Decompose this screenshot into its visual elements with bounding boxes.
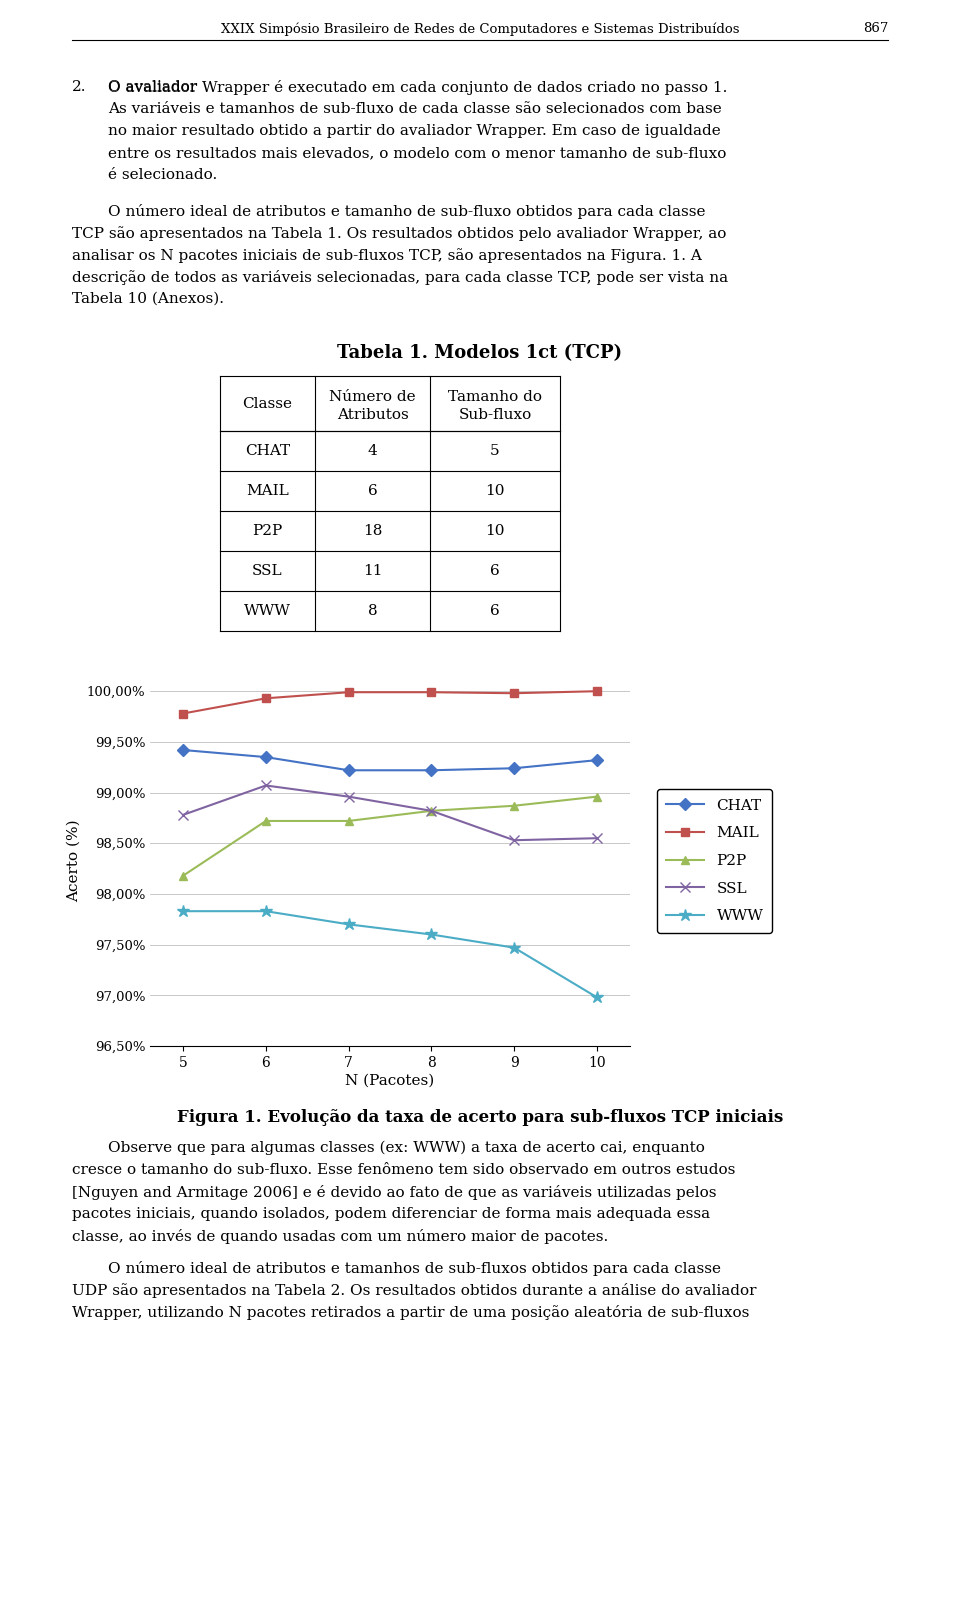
Text: O número ideal de atributos e tamanho de sub-fluxo obtidos para cada classe: O número ideal de atributos e tamanho de… (108, 204, 706, 219)
SSL (260, 776, 272, 795)
Text: 10: 10 (485, 484, 505, 499)
P2P (425, 801, 437, 821)
P2P (591, 787, 603, 806)
Text: Wrapper, utilizando N pacotes retirados a partir de uma posição aleatória de sub: Wrapper, utilizando N pacotes retirados … (72, 1305, 750, 1319)
MAIL (591, 682, 603, 702)
MAIL (343, 682, 354, 702)
CHAT (178, 740, 189, 759)
Text: N (Pacotes): N (Pacotes) (346, 1073, 435, 1088)
Text: 8: 8 (368, 603, 377, 618)
SSL (591, 829, 603, 848)
WWW (591, 988, 603, 1007)
CHAT (425, 761, 437, 780)
Text: 18: 18 (363, 525, 382, 537)
WWW (343, 914, 354, 933)
Line: MAIL: MAIL (179, 687, 601, 718)
CHAT (260, 748, 272, 767)
Text: 6: 6 (491, 603, 500, 618)
Text: Sub-fluxo: Sub-fluxo (458, 409, 532, 422)
Text: Classe: Classe (243, 396, 293, 410)
Text: 5: 5 (491, 444, 500, 459)
Text: Tabela 1. Modelos 1ct (TCP): Tabela 1. Modelos 1ct (TCP) (337, 344, 623, 362)
Text: no maior resultado obtido a partir do avaliador Wrapper. Em caso de igualdade: no maior resultado obtido a partir do av… (108, 124, 721, 138)
SSL (178, 804, 189, 824)
WWW (178, 901, 189, 920)
WWW (260, 901, 272, 920)
Line: CHAT: CHAT (179, 747, 601, 774)
Text: TCP são apresentados na Tabela 1. Os resultados obtidos pelo avaliador Wrapper, : TCP são apresentados na Tabela 1. Os res… (72, 225, 727, 241)
WWW (425, 925, 437, 944)
Text: SSL: SSL (252, 565, 283, 578)
SSL (425, 801, 437, 821)
P2P (178, 866, 189, 885)
Text: As variáveis e tamanhos de sub-fluxo de cada classe são selecionados com base: As variáveis e tamanhos de sub-fluxo de … (108, 101, 722, 116)
Text: O avaliador: O avaliador (108, 80, 202, 93)
SSL (343, 787, 354, 806)
Line: SSL: SSL (179, 780, 602, 845)
Text: 6: 6 (491, 565, 500, 578)
Text: analisar os N pacotes iniciais de sub-fluxos TCP, são apresentados na Figura. 1.: analisar os N pacotes iniciais de sub-fl… (72, 248, 702, 262)
Text: Número de: Número de (329, 389, 416, 404)
Text: Observe que para algumas classes (ex: WWW) a taxa de acerto cai, enquanto: Observe que para algumas classes (ex: WW… (108, 1141, 705, 1155)
CHAT (343, 761, 354, 780)
P2P (509, 796, 520, 816)
CHAT (591, 750, 603, 769)
Text: Atributos: Atributos (337, 409, 408, 422)
Text: XXIX Simpósio Brasileiro de Redes de Computadores e Sistemas Distribuídos: XXIX Simpósio Brasileiro de Redes de Com… (221, 23, 739, 35)
P2P (343, 811, 354, 830)
WWW (509, 938, 520, 957)
MAIL (425, 682, 437, 702)
Text: UDP são apresentados na Tabela 2. Os resultados obtidos durante a análise do ava: UDP são apresentados na Tabela 2. Os res… (72, 1282, 756, 1298)
SSL (509, 830, 520, 850)
Line: WWW: WWW (177, 904, 603, 1004)
Text: [Nguyen and Armitage 2006] e é devido ao fato de que as variáveis utilizadas pel: [Nguyen and Armitage 2006] e é devido ao… (72, 1184, 716, 1200)
Text: WWW: WWW (244, 603, 291, 618)
MAIL (509, 684, 520, 703)
Text: 6: 6 (368, 484, 377, 499)
Text: 867: 867 (863, 23, 888, 35)
Text: 4: 4 (368, 444, 377, 459)
Text: pacotes iniciais, quando isolados, podem diferenciar de forma mais adequada essa: pacotes iniciais, quando isolados, podem… (72, 1207, 710, 1221)
Line: P2P: P2P (179, 793, 601, 880)
Text: MAIL: MAIL (246, 484, 289, 499)
Text: 2.: 2. (72, 80, 86, 93)
Y-axis label: Acerto (%): Acerto (%) (67, 819, 81, 903)
MAIL (260, 689, 272, 708)
Text: descrição de todos as variáveis selecionadas, para cada classe TCP, pode ser vis: descrição de todos as variáveis selecion… (72, 270, 728, 285)
Text: entre os resultados mais elevados, o modelo com o menor tamanho de sub-fluxo: entre os resultados mais elevados, o mod… (108, 146, 727, 159)
Legend: CHAT, MAIL, P2P, SSL, WWW: CHAT, MAIL, P2P, SSL, WWW (657, 790, 773, 933)
Text: cresce o tamanho do sub-fluxo. Esse fenômeno tem sido observado em outros estudo: cresce o tamanho do sub-fluxo. Esse fenô… (72, 1163, 735, 1178)
Text: 10: 10 (485, 525, 505, 537)
Text: Tamanho do: Tamanho do (448, 389, 542, 404)
P2P (260, 811, 272, 830)
CHAT (509, 758, 520, 777)
Text: classe, ao invés de quando usadas com um número maior de pacotes.: classe, ao invés de quando usadas com um… (72, 1229, 609, 1244)
Text: O avaliador Wrapper é executado em cada conjunto de dados criado no passo 1.: O avaliador Wrapper é executado em cada … (108, 80, 728, 95)
Text: Tabela 10 (Anexos).: Tabela 10 (Anexos). (72, 291, 224, 306)
MAIL (178, 703, 189, 722)
Text: 11: 11 (363, 565, 382, 578)
Text: CHAT: CHAT (245, 444, 290, 459)
Text: O número ideal de atributos e tamanhos de sub-fluxos obtidos para cada classe: O número ideal de atributos e tamanhos d… (108, 1261, 721, 1276)
Text: P2P: P2P (252, 525, 282, 537)
Text: Figura 1. Evolução da taxa de acerto para sub-fluxos TCP iniciais: Figura 1. Evolução da taxa de acerto par… (177, 1109, 783, 1126)
Text: é selecionado.: é selecionado. (108, 167, 217, 182)
